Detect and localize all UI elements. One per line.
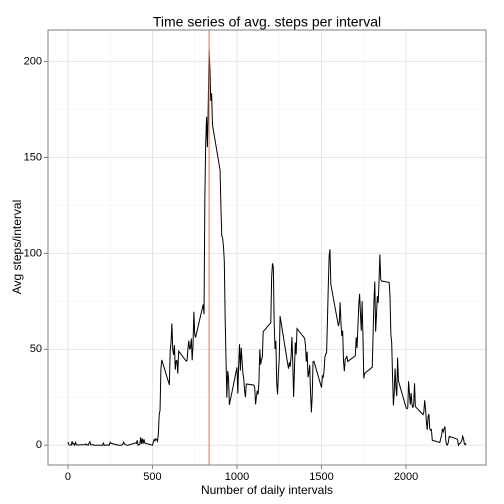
x-tick-label: 0 [65, 471, 71, 483]
y-tick-label: 50 [30, 343, 42, 355]
y-tick-label: 150 [24, 151, 42, 163]
x-axis-label: Number of daily intervals [201, 483, 333, 497]
x-tick-label: 2000 [394, 471, 418, 483]
y-tick-label: 200 [24, 56, 42, 68]
x-tick-label: 1500 [309, 471, 333, 483]
chart-title: Time series of avg. steps per interval [153, 14, 381, 30]
y-tick-label: 0 [36, 439, 42, 451]
panel-border [47, 29, 487, 466]
y-tick-label: 100 [24, 247, 42, 259]
data-line [67, 49, 467, 447]
x-tick-label: 500 [143, 471, 161, 483]
x-tick-label: 1000 [225, 471, 249, 483]
y-axis-label: Avg steps/interval [10, 200, 24, 295]
